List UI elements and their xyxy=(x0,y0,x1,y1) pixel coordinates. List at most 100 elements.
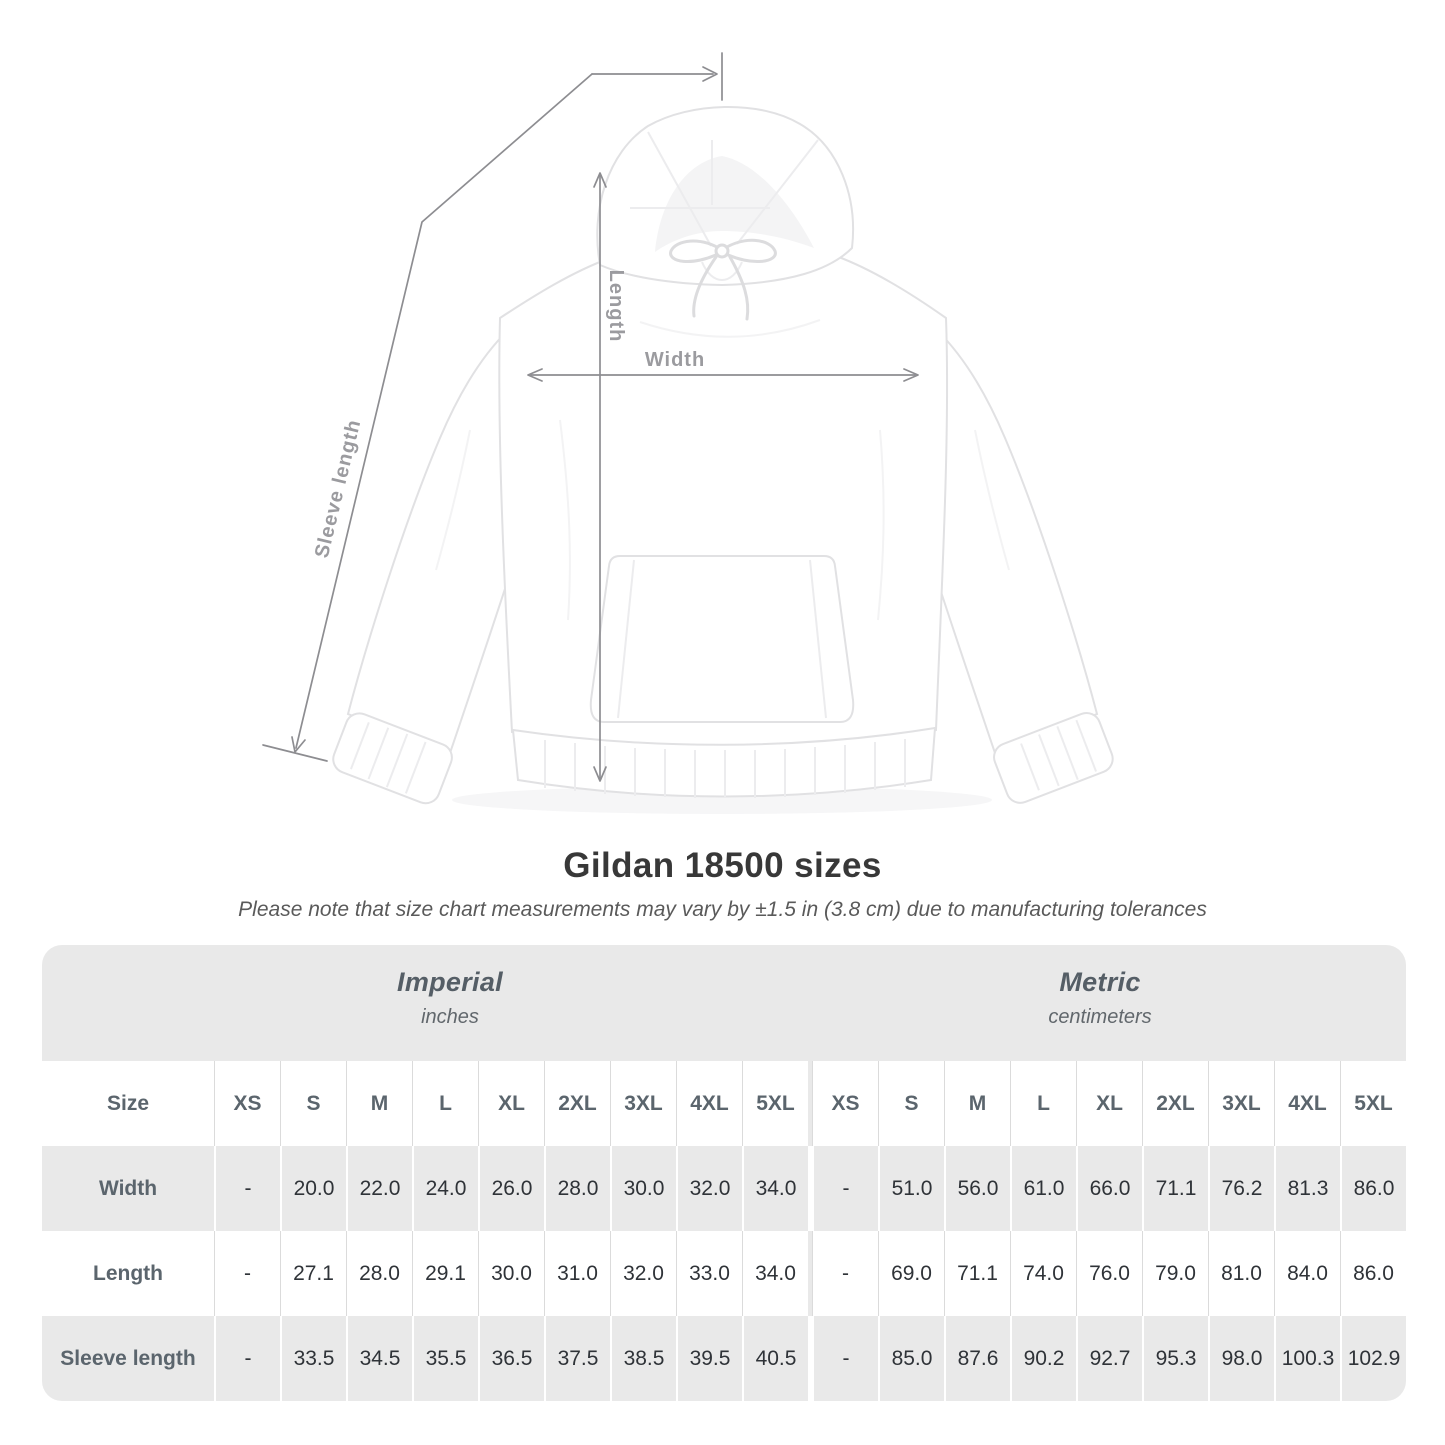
value-cell: 31.0 xyxy=(544,1231,610,1316)
value-cell: 22.0 xyxy=(346,1146,412,1231)
size-header-cell: 4XL xyxy=(1274,1061,1340,1146)
size-header-cell: 2XL xyxy=(1142,1061,1208,1146)
value-cell: 90.2 xyxy=(1010,1316,1076,1401)
value-cell: 34.5 xyxy=(346,1316,412,1401)
value-cell: 39.5 xyxy=(676,1316,742,1401)
value-cell: 28.0 xyxy=(346,1231,412,1316)
value-cell: 56.0 xyxy=(944,1146,1010,1231)
hoodie-illustration xyxy=(332,105,1114,805)
value-cell: 40.5 xyxy=(742,1316,808,1401)
value-cell: 69.0 xyxy=(878,1231,944,1316)
size-header-cell: M xyxy=(346,1061,412,1146)
section-divider xyxy=(808,1061,812,1146)
value-cell: 27.1 xyxy=(280,1231,346,1316)
value-cell: - xyxy=(812,1316,878,1401)
value-cell: 85.0 xyxy=(878,1316,944,1401)
size-header-cell: XL xyxy=(1076,1061,1142,1146)
size-header-cell: 4XL xyxy=(676,1061,742,1146)
right-cuff xyxy=(993,712,1114,804)
section-divider xyxy=(808,1231,812,1316)
value-cell: 34.0 xyxy=(742,1146,808,1231)
imperial-section-unit: inches xyxy=(421,1006,479,1028)
value-cell: 81.3 xyxy=(1274,1146,1340,1231)
size-header-cell: XS xyxy=(214,1061,280,1146)
value-cell: 38.5 xyxy=(610,1316,676,1401)
length-measure: Length xyxy=(593,172,627,782)
size-table: Imperial inches Metric centimeters Size X… xyxy=(42,945,1406,1401)
value-cell: 32.0 xyxy=(676,1146,742,1231)
size-header-cell: 5XL xyxy=(1340,1061,1406,1146)
drawstrings xyxy=(669,238,777,321)
value-cell: 81.0 xyxy=(1208,1231,1274,1316)
value-cell: 30.0 xyxy=(610,1146,676,1231)
value-cell: 20.0 xyxy=(280,1146,346,1231)
value-cell: - xyxy=(214,1146,280,1231)
size-table-body: Size XS S M L XL 2XL 3XL 4XL 5XL XS S M L XL 2XL 3XL 4XL 5… xyxy=(42,1061,1406,1401)
value-cell: 66.0 xyxy=(1076,1146,1142,1231)
size-header-cell: 2XL xyxy=(544,1061,610,1146)
size-column-header: Size xyxy=(42,1061,214,1146)
kangaroo-pocket xyxy=(589,555,855,723)
size-header-cell: 3XL xyxy=(1208,1061,1274,1146)
value-cell: 32.0 xyxy=(610,1231,676,1316)
value-cell: 71.1 xyxy=(1142,1146,1208,1231)
value-cell: 51.0 xyxy=(878,1146,944,1231)
metric-section-unit: centimeters xyxy=(1048,1006,1152,1028)
row-label: Sleeve length xyxy=(42,1316,214,1401)
row-label: Width xyxy=(42,1146,214,1231)
table-header-band: Imperial inches Metric centimeters xyxy=(42,945,1406,1061)
size-header-row: Size XS S M L XL 2XL 3XL 4XL 5XL XS S M L XL 2XL 3XL 4XL 5… xyxy=(42,1061,1406,1146)
size-header-cell: 3XL xyxy=(610,1061,676,1146)
value-cell: 76.0 xyxy=(1076,1231,1142,1316)
imperial-section-header: Imperial inches xyxy=(397,967,503,1029)
metric-section-title: Metric xyxy=(1059,967,1141,997)
hoodie-measurement-diagram: Sleeve length Length Width xyxy=(262,52,1114,814)
value-cell: 100.3 xyxy=(1274,1316,1340,1401)
sleeve-length-measure-label: Sleeve length xyxy=(311,417,366,560)
value-cell: 36.5 xyxy=(478,1316,544,1401)
value-cell: - xyxy=(812,1146,878,1231)
value-cell: 95.3 xyxy=(1142,1316,1208,1401)
value-cell: 79.0 xyxy=(1142,1231,1208,1316)
value-cell: 98.0 xyxy=(1208,1316,1274,1401)
value-cell: 29.1 xyxy=(412,1231,478,1316)
size-header-cell: M xyxy=(944,1061,1010,1146)
size-header-cell: XL xyxy=(478,1061,544,1146)
section-divider xyxy=(808,1316,812,1401)
imperial-section-title: Imperial xyxy=(397,967,503,997)
length-measure-label: Length xyxy=(605,270,627,343)
value-cell: 35.5 xyxy=(412,1316,478,1401)
value-cell: 87.6 xyxy=(944,1316,1010,1401)
metric-section-header: Metric centimeters xyxy=(1048,967,1151,1029)
size-header-cell: XS xyxy=(812,1061,878,1146)
top-reference-mark xyxy=(591,52,723,101)
measurement-row: Width -20.0 22.0 24.0 26.0 28.0 30.0 32.0 34.0-5… xyxy=(42,1146,1406,1231)
value-cell: 37.5 xyxy=(544,1316,610,1401)
value-cell: 30.0 xyxy=(478,1231,544,1316)
tolerance-note: Please note that size chart measurements… xyxy=(238,898,1207,921)
ground-shadow xyxy=(452,786,992,814)
value-cell: 26.0 xyxy=(478,1146,544,1231)
value-cell: 61.0 xyxy=(1010,1146,1076,1231)
value-cell: 33.5 xyxy=(280,1316,346,1401)
page-title: Gildan 18500 sizes xyxy=(563,846,882,885)
value-cell: 84.0 xyxy=(1274,1231,1340,1316)
value-cell: 28.0 xyxy=(544,1146,610,1231)
value-cell: - xyxy=(812,1231,878,1316)
value-cell: 76.2 xyxy=(1208,1146,1274,1231)
value-cell: 71.1 xyxy=(944,1231,1010,1316)
value-cell: 92.7 xyxy=(1076,1316,1142,1401)
value-cell: 86.0 xyxy=(1340,1146,1406,1231)
measurement-row: Sleeve length -33.5 34.5 35.5 36.5 37.5 38.5 39… xyxy=(42,1316,1406,1401)
value-cell: 86.0 xyxy=(1340,1231,1406,1316)
size-header-cell: L xyxy=(412,1061,478,1146)
left-cuff xyxy=(332,712,453,805)
size-header-cell: S xyxy=(280,1061,346,1146)
size-header-cell: 5XL xyxy=(742,1061,808,1146)
value-cell: - xyxy=(214,1316,280,1401)
value-cell: 74.0 xyxy=(1010,1231,1076,1316)
value-cell: 33.0 xyxy=(676,1231,742,1316)
size-header-cell: L xyxy=(1010,1061,1076,1146)
row-label: Length xyxy=(42,1231,214,1316)
